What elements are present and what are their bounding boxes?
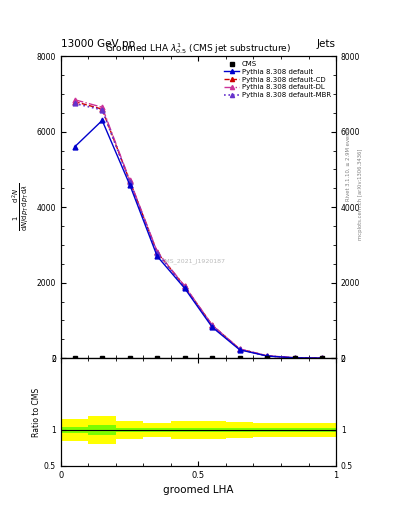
CMS [182,355,187,361]
Pythia 8.308 default [155,253,160,260]
Pythia 8.308 default [72,144,77,150]
Pythia 8.308 default-MBR [237,346,242,352]
CMS [292,355,297,361]
Pythia 8.308 default [292,355,297,361]
Pythia 8.308 default-CD [210,322,215,328]
Pythia 8.308 default-CD [100,106,105,112]
Pythia 8.308 default-CD [155,249,160,255]
Line: Pythia 8.308 default-CD: Pythia 8.308 default-CD [72,99,325,360]
Pythia 8.308 default [182,285,187,291]
Pythia 8.308 default-DL [100,104,105,110]
Pythia 8.308 default-DL [127,177,132,183]
CMS [100,355,105,361]
Pythia 8.308 default-CD [265,353,270,359]
CMS [127,355,132,361]
Legend: CMS, Pythia 8.308 default, Pythia 8.308 default-CD, Pythia 8.308 default-DL, Pyt: CMS, Pythia 8.308 default, Pythia 8.308 … [222,60,332,99]
Line: Pythia 8.308 default-MBR: Pythia 8.308 default-MBR [72,101,325,360]
Pythia 8.308 default-CD [127,178,132,184]
Pythia 8.308 default-MBR [182,284,187,290]
Pythia 8.308 default [127,182,132,188]
Pythia 8.308 default-DL [237,346,242,352]
Pythia 8.308 default-MBR [155,250,160,256]
Text: 13000 GeV pp: 13000 GeV pp [61,38,135,49]
CMS [265,355,270,361]
Pythia 8.308 default-CD [72,98,77,104]
Title: Groomed LHA $\lambda^{1}_{0.5}$ (CMS jet substructure): Groomed LHA $\lambda^{1}_{0.5}$ (CMS jet… [105,41,292,56]
Pythia 8.308 default-MBR [265,353,270,359]
X-axis label: groomed LHA: groomed LHA [163,485,234,495]
CMS [155,355,160,361]
Pythia 8.308 default-DL [320,355,325,361]
Pythia 8.308 default-DL [292,355,297,361]
Pythia 8.308 default-MBR [72,100,77,106]
Pythia 8.308 default-MBR [210,323,215,329]
CMS [320,355,325,361]
Pythia 8.308 default-CD [320,355,325,361]
CMS [210,355,215,361]
Text: mcplots.cern.ch [arXiv:1306.3436]: mcplots.cern.ch [arXiv:1306.3436] [358,149,363,240]
Pythia 8.308 default-MBR [292,355,297,361]
CMS [237,355,242,361]
Pythia 8.308 default-DL [210,322,215,328]
Pythia 8.308 default [320,355,325,361]
Pythia 8.308 default [265,353,270,359]
Pythia 8.308 default [210,324,215,330]
Pythia 8.308 default [237,347,242,353]
Pythia 8.308 default-CD [237,346,242,352]
Pythia 8.308 default-MBR [100,107,105,113]
Pythia 8.308 default-DL [155,249,160,255]
CMS [72,355,77,361]
Pythia 8.308 default-MBR [320,355,325,361]
Pythia 8.308 default-CD [182,283,187,289]
Pythia 8.308 default-DL [72,97,77,103]
Line: CMS: CMS [72,356,325,360]
Pythia 8.308 default-DL [182,283,187,289]
Y-axis label: Ratio to CMS: Ratio to CMS [32,388,41,437]
Line: Pythia 8.308 default: Pythia 8.308 default [72,118,325,360]
Line: Pythia 8.308 default-DL: Pythia 8.308 default-DL [72,97,325,360]
Pythia 8.308 default-CD [292,355,297,361]
Text: Rivet 3.1.10, ≥ 2.9M events: Rivet 3.1.10, ≥ 2.9M events [346,127,351,201]
Pythia 8.308 default [100,117,105,123]
Text: Jets: Jets [317,38,336,49]
Y-axis label: $\frac{1}{\mathrm{d}N/\mathrm{d}p_T}\frac{\mathrm{d}^2N}{\mathrm{d}p_T\,\mathrm{: $\frac{1}{\mathrm{d}N/\mathrm{d}p_T}\fra… [10,183,31,231]
Pythia 8.308 default-MBR [127,179,132,185]
Pythia 8.308 default-DL [265,353,270,359]
Text: CMS_2021_J1920187: CMS_2021_J1920187 [160,259,226,264]
